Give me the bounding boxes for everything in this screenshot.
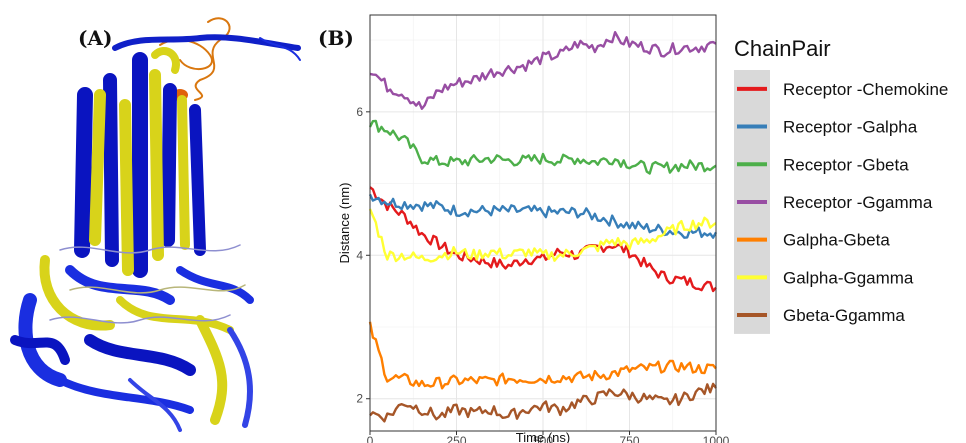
legend-title: ChainPair — [734, 36, 831, 61]
y-axis-title: Distance (nm) — [337, 183, 352, 264]
legend-entry-label: Receptor -Gbeta — [783, 155, 909, 174]
y-tick-label: 4 — [356, 248, 363, 262]
legend-entry-label: Receptor -Ggamma — [783, 193, 933, 212]
panel-a-protein-image: (A) — [10, 17, 301, 432]
panel-a-label: (A) — [78, 26, 112, 50]
panel-b-label: (B) — [318, 26, 354, 50]
legend-entry-label: Receptor -Chemokine — [783, 80, 948, 99]
y-tick-label: 2 — [356, 392, 363, 406]
x-tick-label: 0 — [367, 434, 374, 443]
series-line-3 — [369, 31, 717, 110]
x-tick-label: 250 — [446, 434, 466, 443]
series-line-4 — [368, 321, 717, 390]
chart-legend: ChainPair Receptor -Chemokine Receptor -Ga… — [734, 36, 948, 334]
series-line-6 — [369, 382, 717, 423]
y-tick-label: 6 — [356, 105, 363, 119]
distance-line-chart: 0 250 500 750 1000 2 4 6 Time (ns) Distance (nm) — [337, 14, 730, 443]
x-tick-label: 750 — [619, 434, 639, 443]
legend-entry-label: Galpha-Ggamma — [783, 268, 914, 287]
legend-entry-label: Receptor -Galpha — [783, 118, 918, 137]
x-tick-label: 500 — [533, 434, 553, 443]
legend-entry-label: Galpha-Gbeta — [783, 231, 890, 250]
legend-entry-label: Gbeta-Ggamma — [783, 306, 905, 325]
series-line-5 — [368, 208, 717, 263]
x-tick-label: 1000 — [703, 434, 730, 443]
series-line-1 — [368, 193, 718, 239]
x-axis-title: Time (ns) — [516, 430, 570, 443]
series-line-2 — [368, 119, 717, 175]
